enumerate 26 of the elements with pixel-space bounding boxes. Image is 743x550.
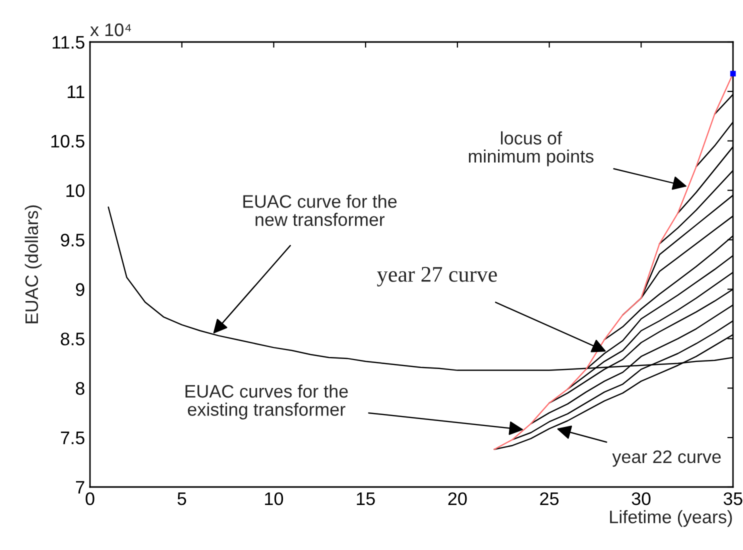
x-tick-label: 15 — [356, 492, 375, 506]
y-tick-label: 8.5 — [60, 332, 84, 346]
x-tick-label: 25 — [540, 492, 559, 506]
annotation: year 27 curve — [377, 266, 497, 286]
y-tick-label: 7.5 — [60, 432, 84, 444]
y-tick-label: 11 — [68, 86, 84, 98]
y-tick-label: 11.5 — [52, 36, 84, 49]
x-tick-label: 20 — [448, 492, 467, 506]
y-tick-label: 8 — [76, 382, 84, 395]
x-tick-label: 10 — [265, 492, 284, 506]
annotation: locus of minimum points — [468, 131, 594, 166]
x-tick-label: 35 — [724, 492, 742, 506]
x-tick-label: 30 — [632, 492, 650, 506]
annotation: year 22 curve — [612, 450, 721, 467]
y-tick-label: 10 — [66, 184, 84, 198]
x-axis-title: Lifetime (years) — [610, 510, 732, 527]
x-tick-label: 0 — [86, 492, 94, 506]
text: x 10⁴ — [90, 23, 131, 36]
y-tick-label: 9.5 — [60, 234, 84, 246]
y-axis-title: EUAC (dollars) — [24, 205, 42, 324]
x-tick-label: 5 — [178, 492, 186, 506]
y-tick-label: 7 — [76, 481, 84, 494]
annotation: EUAC curve for the new transformer — [243, 194, 397, 226]
y-tick-label: 10.5 — [51, 134, 84, 148]
y-tick-label: 9 — [76, 283, 84, 296]
annotation: EUAC curves for the existing transformer — [186, 384, 348, 420]
